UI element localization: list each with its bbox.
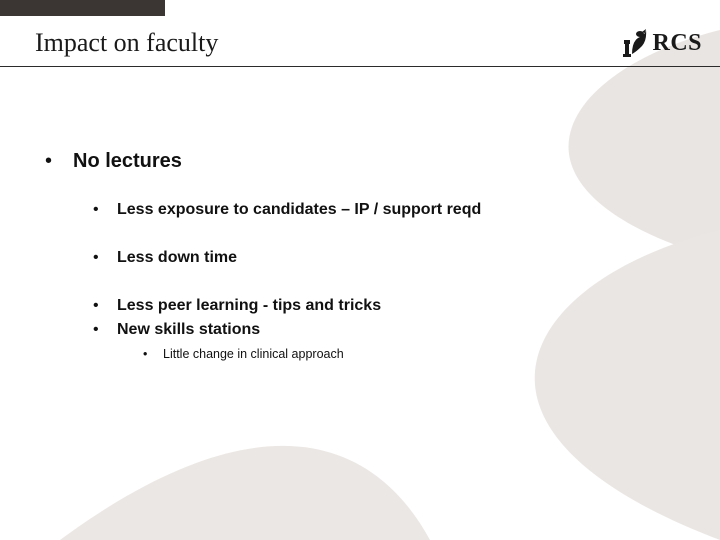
rcs-logo-text: RCS bbox=[652, 30, 702, 57]
bullet-l3: Little change in clinical approach bbox=[143, 347, 690, 361]
bullet-l1-text: No lectures bbox=[73, 150, 182, 172]
bullet-l1: No lectures Less exposure to candidates … bbox=[45, 150, 690, 361]
bullet-l2: Less exposure to candidates – IP / suppo… bbox=[93, 201, 690, 219]
bullet-l2: Less down time bbox=[93, 249, 690, 267]
rcs-logo: RCS bbox=[622, 28, 702, 58]
rcs-crest-icon bbox=[622, 28, 648, 58]
slide-body: No lectures Less exposure to candidates … bbox=[45, 150, 690, 389]
bullet-l2-text: Less peer learning - tips and tricks bbox=[117, 297, 381, 314]
bullet-l2-text: Less down time bbox=[117, 249, 237, 266]
bullet-l3-text: Little change in clinical approach bbox=[163, 347, 344, 361]
bullet-l2-text: Less exposure to candidates – IP / suppo… bbox=[117, 201, 481, 218]
slide-title: Impact on faculty bbox=[35, 28, 218, 58]
top-accent-bar bbox=[0, 0, 165, 16]
bullet-l2: Less peer learning - tips and tricks bbox=[93, 297, 690, 315]
header-rule bbox=[0, 66, 720, 67]
bullet-l2: New skills stations Little change in cli… bbox=[93, 321, 690, 361]
slide-header: Impact on faculty RCS bbox=[35, 28, 702, 58]
bullet-l2-text: New skills stations bbox=[117, 321, 260, 338]
